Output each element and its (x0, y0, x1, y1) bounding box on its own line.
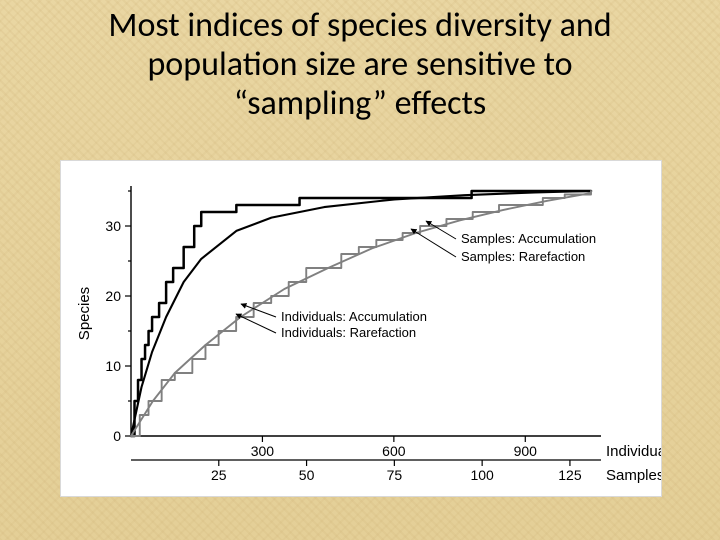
annotation-samples_accum: Samples: Accumulation (461, 231, 596, 246)
slide-title: Most indices of species diversity and po… (0, 6, 720, 123)
x-bot-tick-label: 25 (211, 467, 227, 483)
x-bot-tick-label: 75 (387, 467, 403, 483)
x-bot-tick-label: 125 (558, 467, 582, 483)
title-line-2: population size are sensitive to (147, 44, 572, 85)
annotation-indiv_accum: Individuals: Accumulation (281, 309, 427, 324)
x-top-tick-label: 600 (382, 443, 406, 459)
slide: Most indices of species diversity and po… (0, 0, 720, 540)
x-bot-axis-label: Samples (606, 467, 661, 484)
y-tick-label: 0 (113, 428, 121, 444)
annotation-arrow-indiv_raref (236, 314, 276, 333)
annotation-arrow-samples_raref (411, 229, 456, 257)
x-top-axis-label: Individuals (606, 443, 661, 460)
annotation-indiv_raref: Individuals: Rarefaction (281, 325, 416, 340)
annotation-samples_raref: Samples: Rarefaction (461, 249, 585, 264)
title-line-3: “sampling” effects (234, 83, 486, 124)
x-top-tick-label: 300 (251, 443, 275, 459)
chart-panel: 0 10 20 30 Species 300 600 900 Individuals 25 50 75… (60, 160, 662, 497)
title-line-1: Most indices of species diversity and (108, 5, 611, 46)
y-tick-label: 30 (105, 218, 121, 234)
x-bot-tick-label: 50 (299, 467, 315, 483)
x-top-tick-label: 900 (514, 443, 538, 459)
chart-svg: 0 10 20 30 Species 300 600 900 Individuals 25 50 75… (61, 161, 661, 496)
y-axis-label: Species (76, 287, 93, 340)
y-tick-label: 10 (105, 358, 121, 374)
y-tick-label: 20 (105, 288, 121, 304)
x-bot-tick-label: 100 (470, 467, 494, 483)
